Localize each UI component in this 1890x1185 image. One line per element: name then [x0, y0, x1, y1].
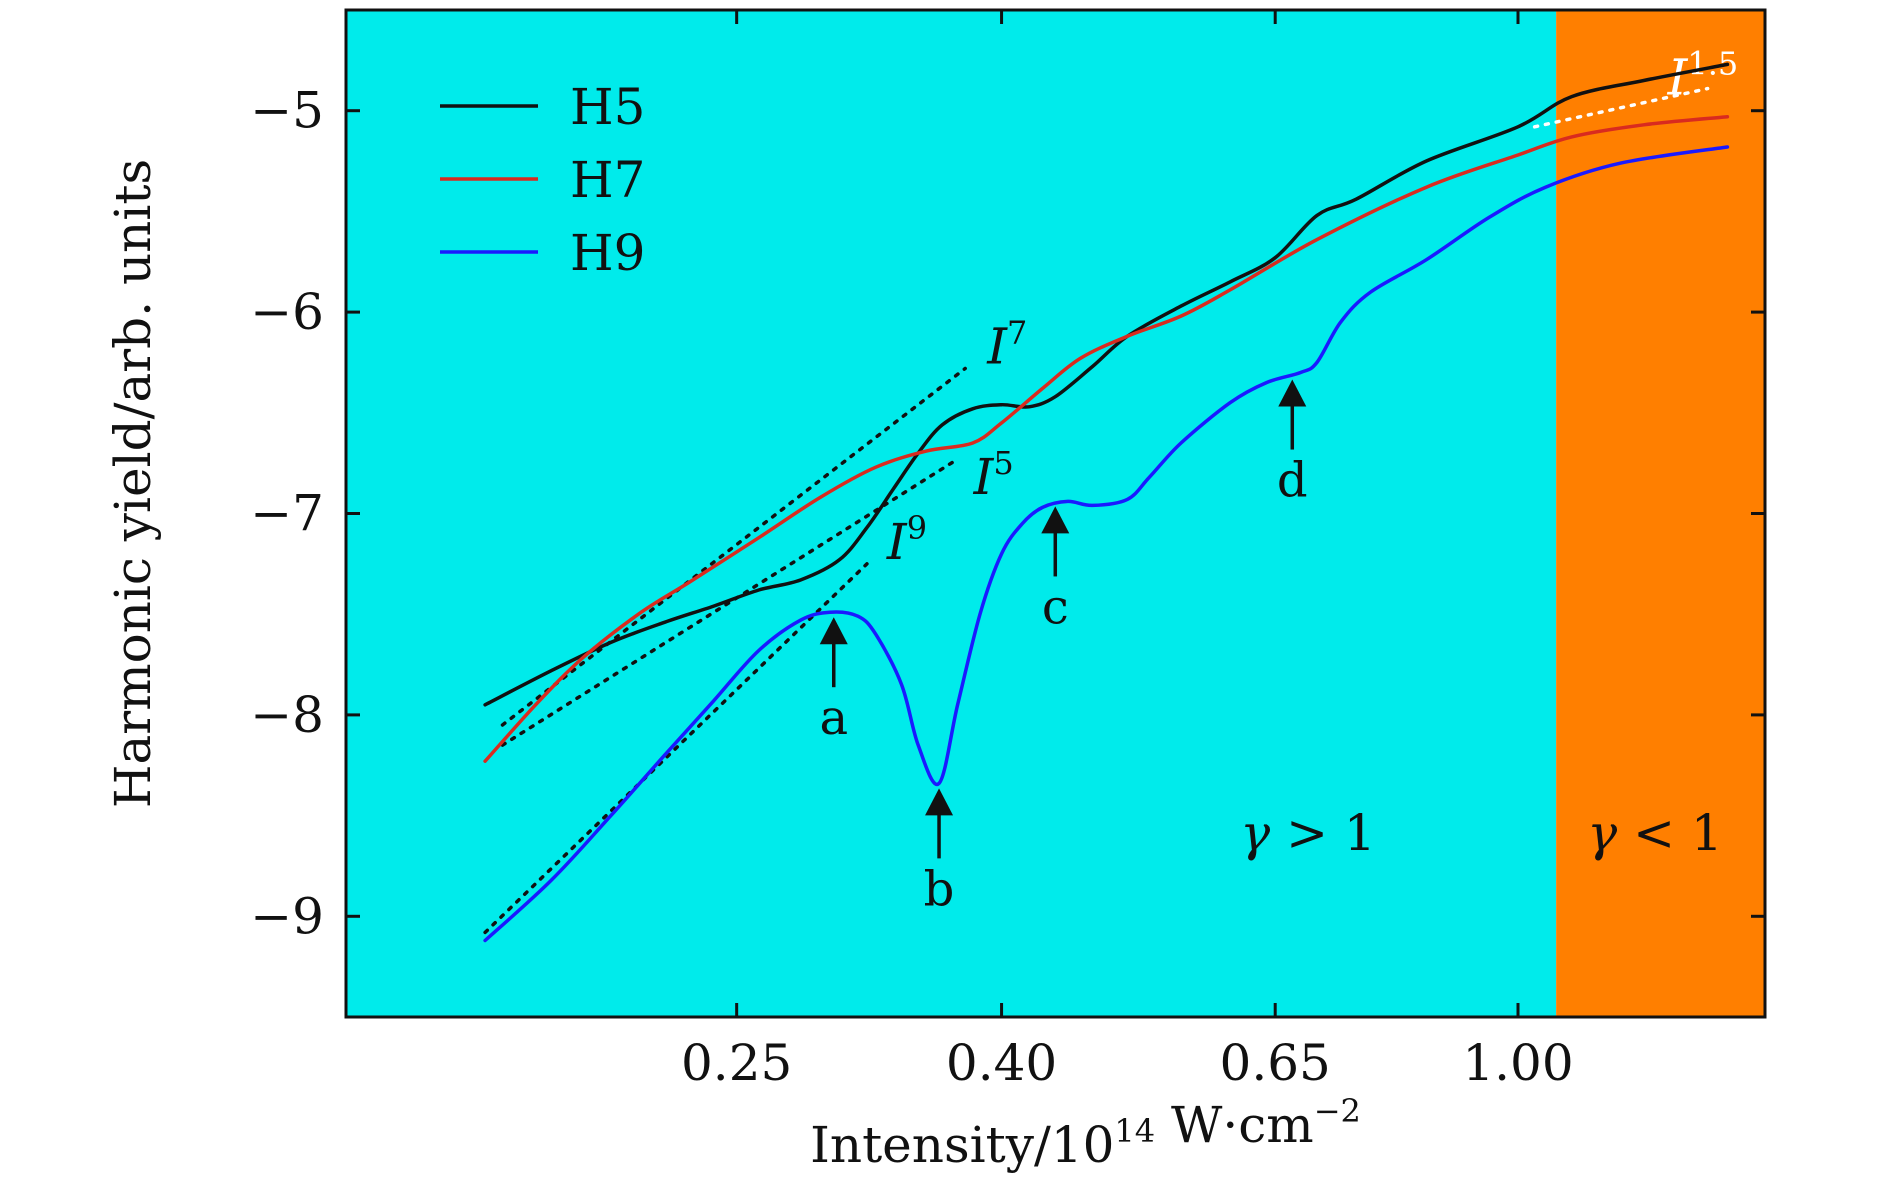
- annotation-d: d: [1277, 379, 1308, 509]
- legend-item-h7: H7: [440, 151, 645, 209]
- arrow-head-a: [819, 617, 848, 645]
- x-tick-label-1.00: 1.00: [1462, 1034, 1573, 1092]
- ticks-layer: 0.25 0.40 0.65 1.00 −5 −6 −7 −8 −9: [250, 10, 1765, 1092]
- y-tick-label--5: −5: [250, 82, 324, 140]
- annotation-a: a: [819, 617, 848, 746]
- y-tick-label--8: −8: [250, 686, 324, 744]
- legend-item-h5: H5: [440, 78, 645, 136]
- y-tick-label--9: −9: [250, 887, 324, 945]
- fit-line-7: [500, 366, 967, 727]
- fit-label-1-5: I1.5: [1667, 45, 1739, 107]
- arrow-head-d: [1278, 379, 1307, 407]
- legend-label-h5: H5: [570, 78, 645, 136]
- y-tick-label--6: −6: [250, 283, 324, 341]
- region-label-gamma-lt-1: γ < 1: [1587, 804, 1722, 862]
- annotation-label-d: d: [1277, 453, 1308, 509]
- annotation-label-a: a: [819, 690, 848, 746]
- region-background-gamma-lt-1: [1556, 10, 1765, 1017]
- annotation-c: c: [1041, 506, 1070, 635]
- series-line-h9: [483, 145, 1730, 943]
- annotation-label-c: c: [1042, 579, 1069, 635]
- x-tick-label-0.40: 0.40: [946, 1034, 1057, 1092]
- fit-label-5: I5: [973, 444, 1014, 506]
- legend-label-h7: H7: [570, 151, 645, 209]
- legend-label-h9: H9: [570, 224, 645, 282]
- region-labels-layer: γ > 1 γ < 1: [1240, 804, 1722, 862]
- arrow-head-b: [925, 788, 954, 816]
- annotations-layer: a b c d: [819, 379, 1308, 917]
- annotation-label-b: b: [924, 861, 955, 917]
- region-label-gamma-gt-1: γ > 1: [1240, 804, 1375, 862]
- annotation-b: b: [924, 788, 955, 917]
- legend-item-h9: H9: [440, 224, 645, 282]
- y-axis-title: Harmonic yield/arb. units: [104, 159, 162, 808]
- fit-label-9: I9: [886, 509, 927, 571]
- fit-line-5: [500, 457, 960, 747]
- legend: H5 H7 H9: [440, 78, 645, 282]
- y-tick-label--7: −7: [250, 485, 324, 543]
- x-tick-label-0.25: 0.25: [681, 1034, 792, 1092]
- regions-layer: [346, 10, 1765, 1017]
- fit-label-7: I7: [986, 313, 1027, 375]
- fit-line-1-5: [1532, 86, 1710, 129]
- x-axis-title: Intensity/1014 W·cm−2: [810, 1092, 1361, 1174]
- power-law-fits-layer: I7 I5 I9 I1.5: [483, 45, 1739, 935]
- x-tick-label-0.65: 0.65: [1220, 1034, 1331, 1092]
- series-layer: [483, 62, 1730, 943]
- fit-line-9: [483, 562, 869, 935]
- series-line-h7: [483, 114, 1730, 763]
- arrow-head-c: [1041, 506, 1070, 534]
- region-background-gamma-gt-1: [346, 10, 1557, 1017]
